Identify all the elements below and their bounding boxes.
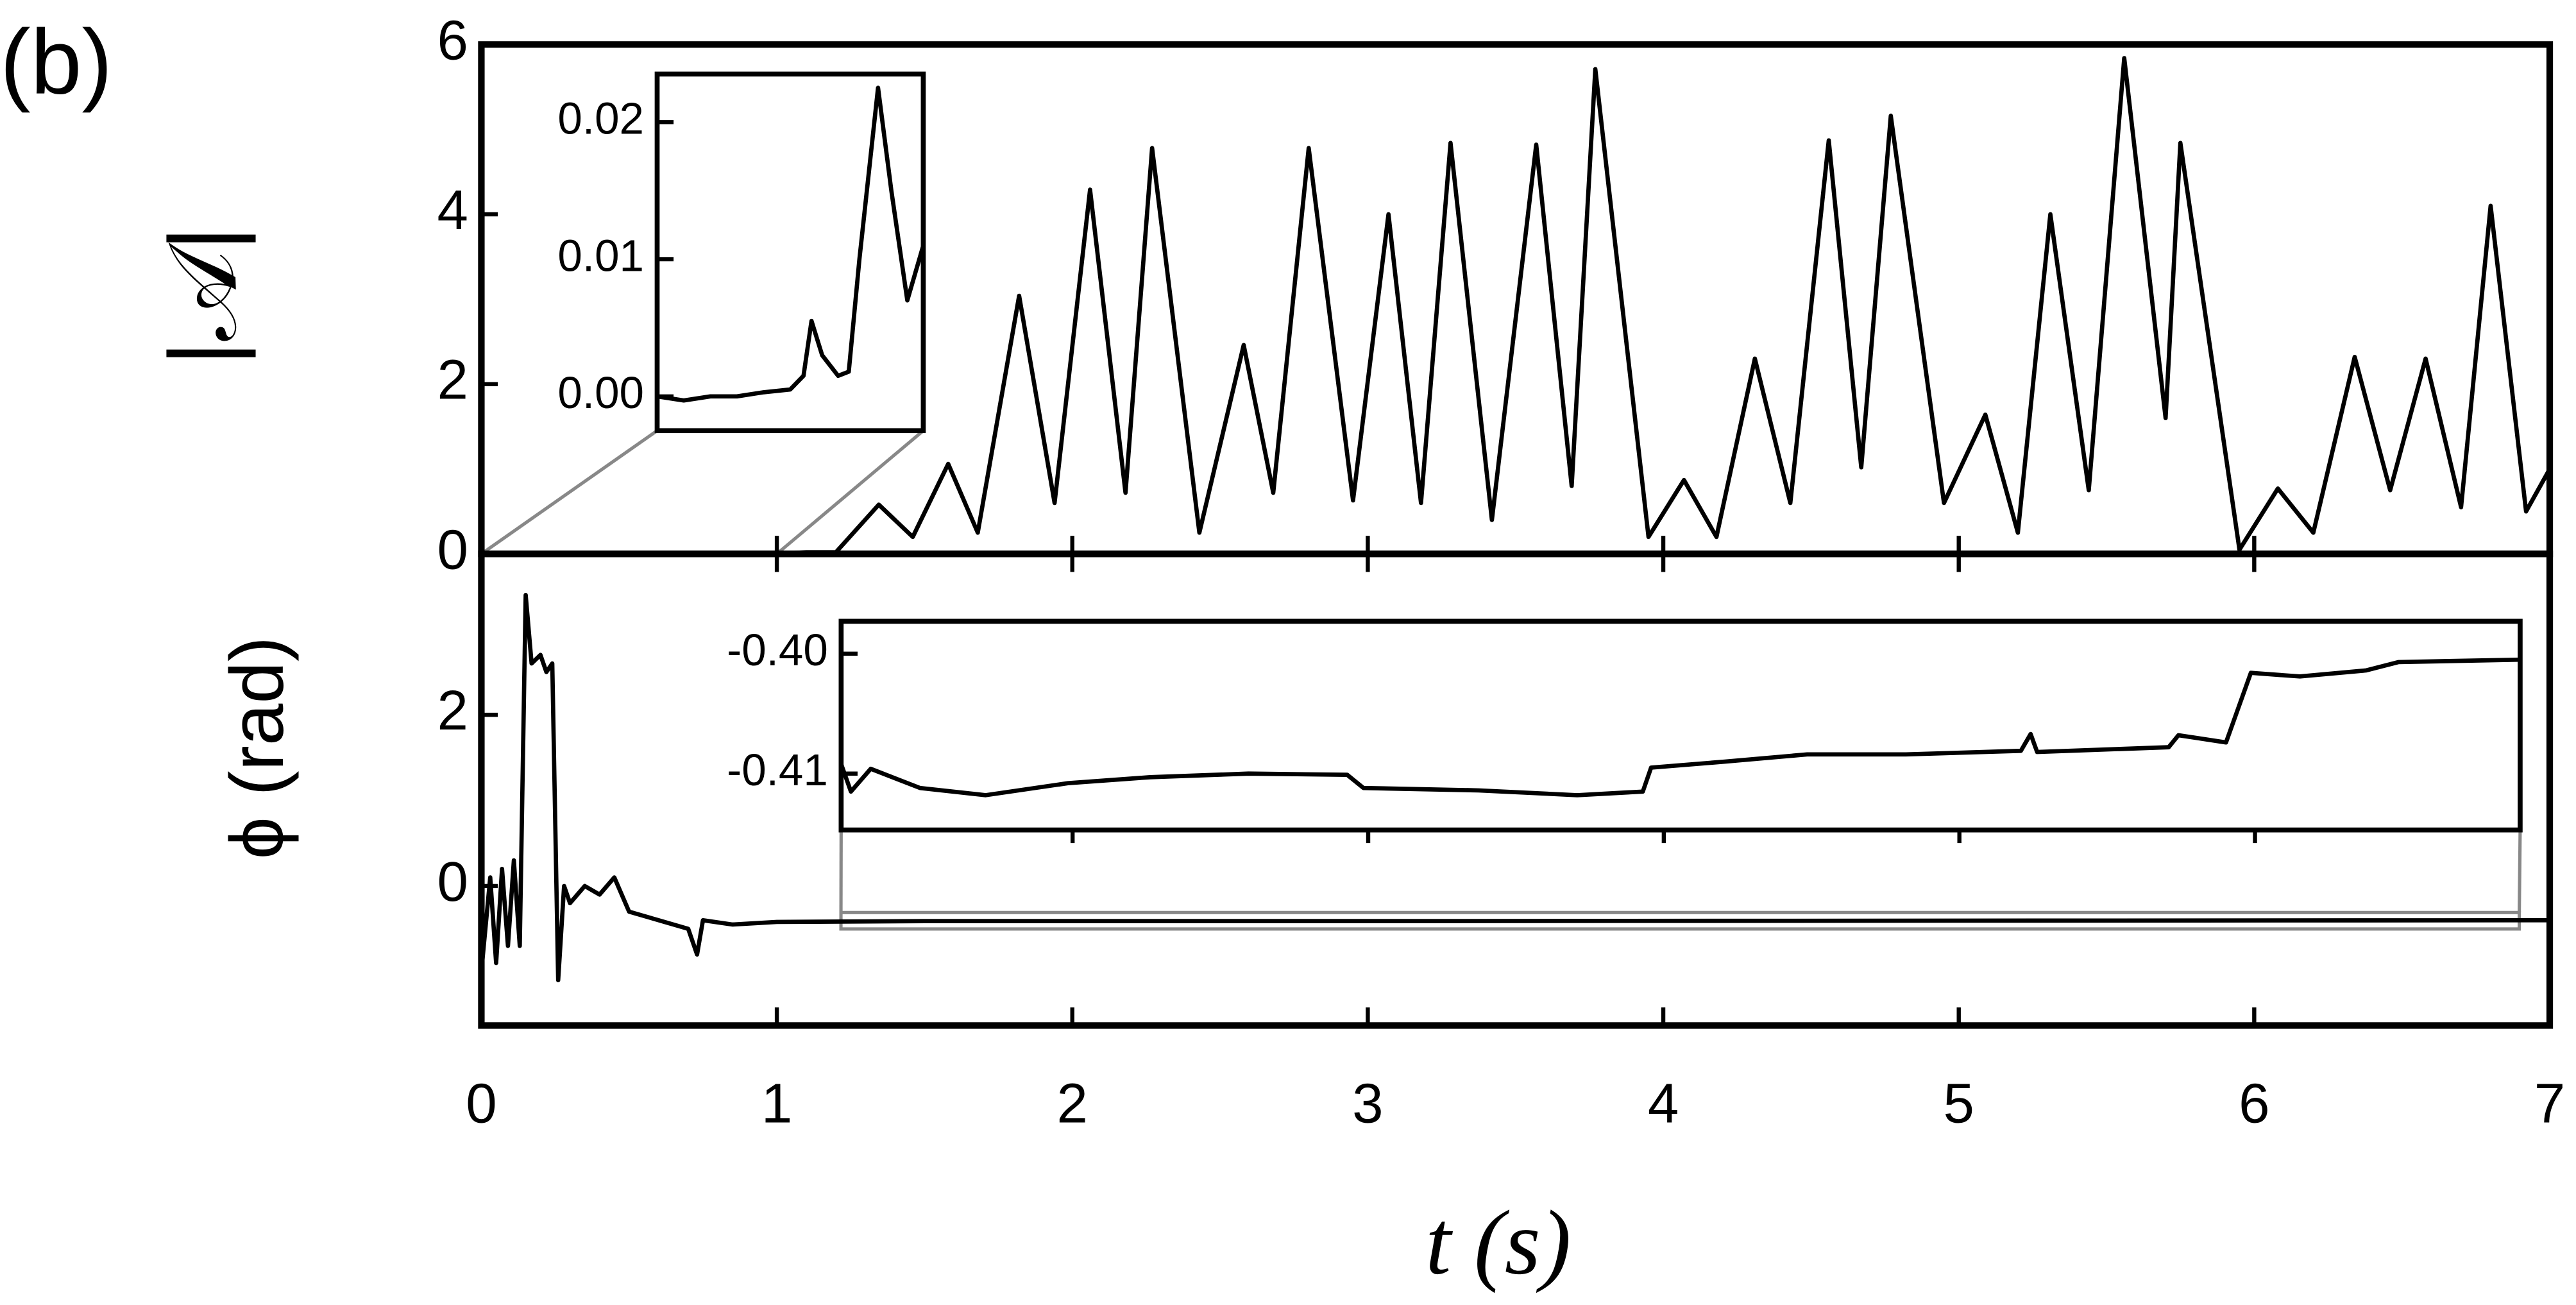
- zoom-connector: [775, 429, 925, 556]
- y-tick-label: 0.00: [557, 368, 644, 418]
- x-tick-label: 0: [466, 1072, 496, 1134]
- y-tick-label: 0.02: [557, 94, 644, 144]
- plot-frame: [478, 550, 2554, 1029]
- panel: 0 2 0 1 2 3 4 5 6 7: [437, 536, 2565, 1134]
- x-tick-label: 3: [1352, 1072, 1383, 1134]
- inset: -0.40 -0.41: [727, 618, 2523, 833]
- x-axis-title: t (s): [1425, 1192, 1571, 1294]
- x-tick-label: 6: [2239, 1072, 2269, 1134]
- y-axis-title: ϕ (rad): [214, 636, 299, 859]
- inset-background: [841, 621, 2520, 830]
- y-tick-label: 2: [437, 349, 468, 411]
- data-line: [481, 56, 2550, 554]
- plot-frame: [838, 618, 2523, 833]
- y-tick-label: 0: [437, 851, 468, 913]
- y-tick-label: 6: [437, 9, 468, 71]
- y-axis-title: |𝒜|: [150, 226, 256, 366]
- inset-background: [657, 74, 924, 431]
- data-line: [657, 85, 924, 403]
- inset: 0.00 0.01 0.02: [557, 71, 926, 434]
- x-tick-label: 5: [1943, 1072, 1974, 1134]
- y-tick-label: 0.01: [557, 230, 644, 280]
- x-tick-label: 4: [1648, 1072, 1679, 1134]
- y-tick-label: 0: [437, 518, 468, 581]
- y-tick-label: -0.41: [727, 745, 828, 795]
- x-tick-label: 7: [2534, 1072, 2565, 1134]
- y-tick-label: 4: [437, 179, 468, 241]
- x-tick-label: 2: [1057, 1072, 1088, 1134]
- data-line: [481, 593, 2550, 983]
- zoom-connector: [480, 429, 658, 556]
- y-tick-label: -0.40: [727, 625, 828, 675]
- x-tick-label: 1: [761, 1072, 792, 1134]
- panel-label: (b): [0, 11, 112, 114]
- data-line: [841, 657, 2520, 798]
- plot-frame: [654, 71, 926, 434]
- y-tick-label: 2: [437, 679, 468, 742]
